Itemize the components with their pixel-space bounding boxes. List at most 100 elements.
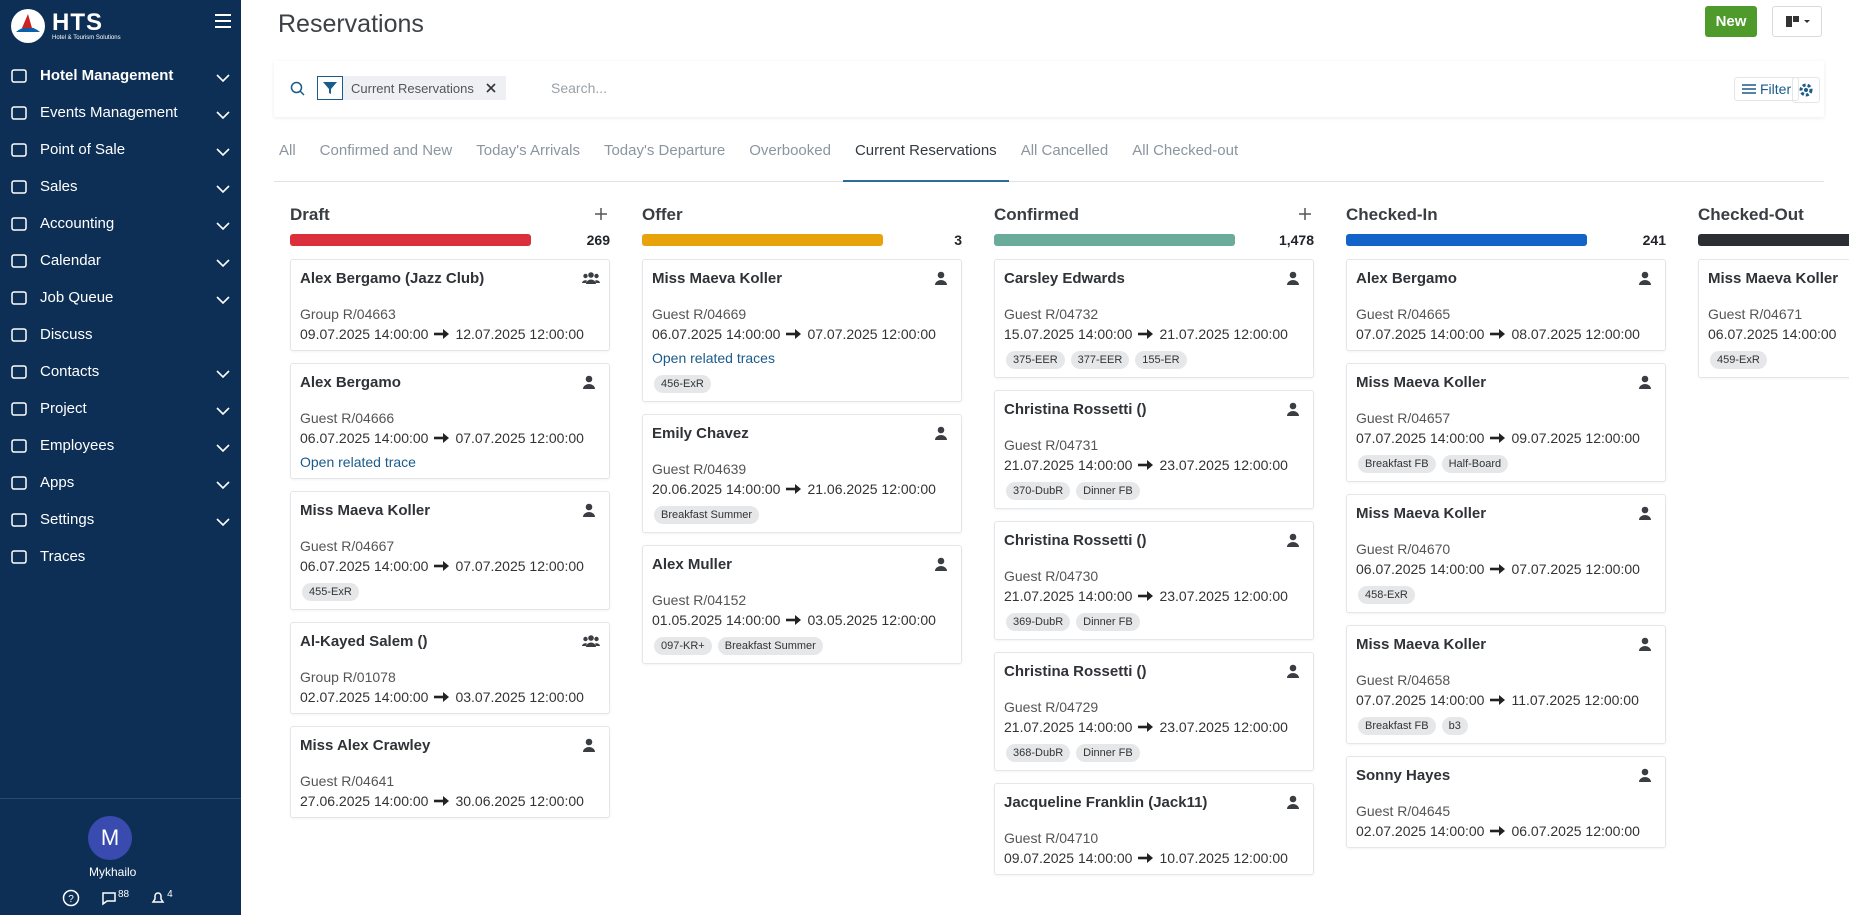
- menu-icon: [10, 437, 28, 455]
- card[interactable]: Miss Maeva KollerGuest R/0466906.07.2025…: [642, 259, 962, 402]
- card-ref: Guest R/04732: [1004, 306, 1304, 322]
- menu-item[interactable]: Events Management: [0, 94, 241, 131]
- new-button[interactable]: New: [1705, 6, 1757, 37]
- add-button[interactable]: [594, 207, 608, 221]
- menu-item[interactable]: Hotel Management: [0, 57, 241, 94]
- card-tags: 369-DubRDinner FB: [1004, 613, 1304, 631]
- card-title: Miss Maeva Koller: [300, 502, 600, 524]
- card[interactable]: Alex BergamoGuest R/0466507.07.2025 14:0…: [1346, 259, 1666, 351]
- tab[interactable]: Today's Arrivals: [464, 137, 592, 182]
- card-title: Alex Bergamo: [300, 374, 600, 396]
- tag: 377-EER: [1071, 351, 1130, 369]
- person-icon: [1286, 795, 1304, 810]
- menu-item[interactable]: Discuss: [0, 316, 241, 353]
- card-dates: 21.07.2025 14:00:0023.07.2025 12:00:00: [1004, 457, 1304, 473]
- menu-label: Discuss: [40, 326, 93, 343]
- search-input[interactable]: Search...: [551, 80, 607, 96]
- menu-item[interactable]: Settings: [0, 501, 241, 538]
- card[interactable]: Alex Bergamo (Jazz Club)Group R/0466309.…: [290, 259, 610, 351]
- menu-item[interactable]: Accounting: [0, 205, 241, 242]
- tag: Dinner FB: [1076, 613, 1140, 631]
- tab[interactable]: All Checked-out: [1120, 137, 1250, 182]
- menu-item[interactable]: Apps: [0, 464, 241, 501]
- column-count: 241: [1643, 232, 1666, 248]
- tag: 455-ExR: [302, 583, 359, 601]
- tag: Breakfast FB: [1358, 455, 1436, 473]
- date-from: 20.06.2025 14:00:00: [652, 481, 780, 497]
- card[interactable]: Miss Maeva KollerGuest R/0467006.07.2025…: [1346, 494, 1666, 613]
- group-icon: [582, 634, 600, 649]
- tab[interactable]: All Cancelled: [1009, 137, 1121, 182]
- logo[interactable]: HTSHotel & Tourism Solutions: [10, 8, 121, 44]
- menu-toggle[interactable]: [215, 14, 231, 28]
- help-icon[interactable]: ?: [62, 889, 80, 907]
- card[interactable]: Emily ChavezGuest R/0463920.06.2025 14:0…: [642, 414, 962, 533]
- menu-item[interactable]: Point of Sale: [0, 131, 241, 168]
- date-from: 06.07.2025 14:00:00: [1708, 326, 1836, 342]
- menu-label: Apps: [40, 474, 74, 491]
- menu-item[interactable]: Employees: [0, 427, 241, 464]
- menu-item[interactable]: Traces: [0, 538, 241, 575]
- card-tags: 458-ExR: [1356, 586, 1656, 604]
- card[interactable]: Miss Alex CrawleyGuest R/0464127.06.2025…: [290, 726, 610, 818]
- card[interactable]: Al-Kayed Salem ()Group R/0107802.07.2025…: [290, 622, 610, 714]
- card-title: Emily Chavez: [652, 425, 952, 447]
- card[interactable]: Alex MullerGuest R/0415201.05.2025 14:00…: [642, 545, 962, 664]
- card[interactable]: Christina Rossetti ()Guest R/0473121.07.…: [994, 390, 1314, 509]
- card[interactable]: Jacqueline Franklin (Jack11)Guest R/0471…: [994, 783, 1314, 875]
- messages[interactable]: 88: [100, 889, 129, 907]
- view-switcher[interactable]: [1772, 6, 1822, 37]
- card[interactable]: Miss Maeva KollerGuest R/0466706.07.2025…: [290, 491, 610, 610]
- notifications[interactable]: 4: [149, 889, 173, 907]
- card-tags: 097-KR+Breakfast Summer: [652, 637, 952, 655]
- card-title: Alex Bergamo: [1356, 270, 1656, 292]
- menu-item[interactable]: Contacts: [0, 353, 241, 390]
- card-link[interactable]: Open related trace: [300, 454, 600, 470]
- page-title: Reservations: [278, 10, 424, 39]
- tab[interactable]: Overbooked: [737, 137, 843, 182]
- tab[interactable]: Confirmed and New: [308, 137, 465, 182]
- menu-item[interactable]: Calendar: [0, 242, 241, 279]
- card[interactable]: Miss Maeva KollerGuest R/0465807.07.2025…: [1346, 625, 1666, 744]
- card-dates: 21.07.2025 14:00:0023.07.2025 12:00:00: [1004, 588, 1304, 604]
- card-tags: Breakfast FBHalf-Board: [1356, 455, 1656, 473]
- menu-item[interactable]: Job Queue: [0, 279, 241, 316]
- card-title: Al-Kayed Salem (): [300, 633, 600, 655]
- menu-chevron: [215, 440, 231, 456]
- filter-button[interactable]: Filter: [1734, 77, 1799, 101]
- card-link[interactable]: Open related traces: [652, 350, 952, 366]
- arrow-icon: [1138, 720, 1153, 734]
- card-dates: 06.07.2025 14:00:0007.07.2025 12:00:00: [300, 558, 600, 574]
- tab[interactable]: Today's Departure: [592, 137, 737, 182]
- menu-label: Events Management: [40, 104, 178, 121]
- card[interactable]: Miss Maeva KollerGuest R/0465707.07.2025…: [1346, 363, 1666, 482]
- logo-text: HTS: [52, 9, 103, 36]
- arrow-icon: [1138, 458, 1153, 472]
- tab[interactable]: All: [274, 137, 308, 182]
- arrow-icon: [434, 327, 449, 341]
- card-ref: Guest R/04665: [1356, 306, 1656, 322]
- card-dates: 20.06.2025 14:00:0021.06.2025 12:00:00: [652, 481, 952, 497]
- tab[interactable]: Current Reservations: [843, 137, 1009, 182]
- tag: Breakfast Summer: [654, 506, 759, 524]
- card-dates: 21.07.2025 14:00:0023.07.2025 12:00:00: [1004, 719, 1304, 735]
- search-icon: [290, 81, 306, 97]
- add-button[interactable]: [1298, 207, 1312, 221]
- card-dates: 02.07.2025 14:00:0003.07.2025 12:00:00: [300, 689, 600, 705]
- person-icon: [1286, 402, 1304, 417]
- card[interactable]: Christina Rossetti ()Guest R/0472921.07.…: [994, 652, 1314, 771]
- card[interactable]: Miss Maeva KollerGuest R/0467106.07.2025…: [1698, 259, 1849, 378]
- search-facet[interactable]: Current Reservations: [317, 76, 506, 100]
- menu-item[interactable]: Project: [0, 390, 241, 427]
- card[interactable]: Christina Rossetti ()Guest R/0473021.07.…: [994, 521, 1314, 640]
- card[interactable]: Sonny HayesGuest R/0464502.07.2025 14:00…: [1346, 756, 1666, 848]
- card-title: Sonny Hayes: [1356, 767, 1656, 789]
- date-from: 21.07.2025 14:00:00: [1004, 588, 1132, 604]
- settings-button[interactable]: [1792, 77, 1820, 103]
- avatar[interactable]: M: [88, 816, 132, 860]
- menu-item[interactable]: Sales: [0, 168, 241, 205]
- facet-remove[interactable]: [486, 83, 496, 93]
- card[interactable]: Carsley EdwardsGuest R/0473215.07.2025 1…: [994, 259, 1314, 378]
- card[interactable]: Alex BergamoGuest R/0466606.07.2025 14:0…: [290, 363, 610, 479]
- date-to: 30.06.2025 12:00:00: [455, 793, 583, 809]
